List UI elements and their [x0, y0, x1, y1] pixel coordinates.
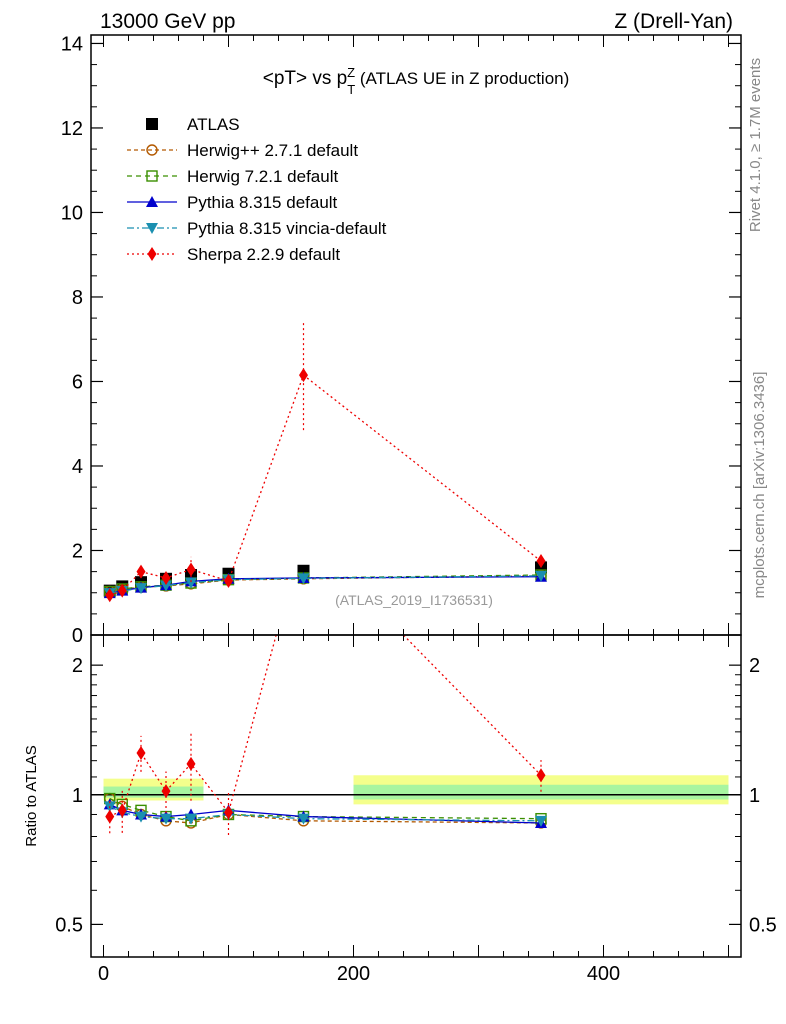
data-point: [136, 564, 146, 579]
legend-item: Sherpa 2.2.9 default: [127, 245, 340, 264]
ratio-data-point: [185, 813, 197, 825]
data-point: [117, 583, 127, 598]
legend-marker: [146, 170, 158, 182]
legend-marker: [147, 247, 157, 261]
x-tick-label: 200: [337, 963, 370, 985]
data-point: [105, 588, 115, 603]
legend-item: Pythia 8.315 default: [127, 193, 338, 212]
legend-label: Sherpa 2.2.9 default: [187, 245, 340, 264]
data-point: [161, 570, 171, 585]
ratio-series-line: [109, 635, 542, 818]
data-point: [135, 583, 147, 595]
legend-label: Pythia 8.315 default: [187, 193, 338, 212]
ratio-uncertainty-band-inner: [103, 786, 204, 798]
main-y-tick-label: 0: [72, 625, 83, 647]
data-point: [297, 573, 310, 585]
main-y-tick-label: 8: [72, 287, 83, 309]
mcplots-label: mcplots.cern.ch [arXiv:1306.3436]: [751, 372, 768, 599]
ratio-series-line: [109, 803, 542, 824]
ratio-series-sherpa-2-2-9-default: [105, 526, 546, 835]
legend-item: Herwig++ 2.7.1 default: [127, 141, 358, 160]
legend-item: ATLAS: [146, 115, 240, 134]
series-line: [109, 374, 542, 596]
legend-label: Herwig++ 2.7.1 default: [187, 141, 358, 160]
ratio-data-point: [105, 809, 115, 824]
series-sherpa-2-2-9-default: [105, 320, 546, 603]
ratio-frame: [90, 634, 742, 958]
series-line: [109, 575, 542, 594]
legend-marker: [146, 118, 158, 130]
ratio-data-point: [536, 768, 546, 783]
ratio-data-point: [297, 813, 310, 825]
legend-label: Herwig 7.2.1 default: [187, 167, 338, 186]
ratio-y-tick-label: 2: [72, 655, 83, 677]
ratio-y-tick-label-right: 0.5: [749, 914, 777, 936]
ratio-data-point: [117, 803, 127, 818]
process-label: Z (Drell-Yan): [614, 10, 733, 33]
main-y-tick-label: 12: [61, 118, 83, 140]
data-point: [160, 580, 172, 592]
ratio-data-point: [535, 815, 547, 827]
ratio-y-tick-label-right: 1: [749, 785, 760, 807]
rivet-version-label: Rivet 4.1.0, ≥ 1.7M events: [747, 58, 764, 232]
ratio-series-line: [109, 805, 542, 822]
ratio-series-line: [109, 798, 542, 824]
legend-label: Pythia 8.315 vincia-default: [187, 219, 387, 238]
x-tick-label: 400: [587, 963, 620, 985]
ratio-data-point: [160, 813, 172, 825]
main-y-tick-label: 2: [72, 540, 83, 562]
ratio-data-point: [224, 805, 233, 820]
ratio-data-point: [136, 746, 146, 761]
data-point: [224, 573, 233, 588]
data-point: [186, 562, 196, 577]
ratio-uncertainty-band-inner: [353, 784, 729, 800]
data-point: [535, 570, 547, 582]
x-tick-label: 0: [98, 963, 109, 985]
legend-item: Pythia 8.315 vincia-default: [127, 219, 387, 238]
ratio-data-point: [299, 526, 308, 540]
ratio-data-point: [186, 756, 196, 771]
ratio-panel: 0.5 0.5 1 1 2 2 0 200 400 Ratio to ATLAS: [23, 526, 777, 985]
legend-marker: [146, 144, 158, 156]
legend-item: Herwig 7.2.1 default: [127, 167, 338, 186]
ratio-data-point: [161, 784, 171, 799]
data-point: [536, 554, 546, 569]
legend-marker: [146, 196, 158, 207]
legend-marker: [146, 223, 158, 234]
main-y-tick-label: 10: [61, 202, 83, 224]
ratio-data-point: [135, 811, 147, 823]
main-panel: 0 2 4 6 8 10 12 14 <pT> vs pTZ (ATLAS UE in Z p…: [61, 33, 742, 647]
main-y-tick-label: 4: [72, 456, 83, 478]
analysis-tag: (ATLAS_2019_I1736531): [335, 592, 493, 608]
main-y-tick-label: 6: [72, 371, 83, 393]
ratio-y-axis-label: Ratio to ATLAS: [23, 745, 40, 846]
ratio-y-tick-label: 1: [72, 785, 83, 807]
ratio-y-tick-label: 0.5: [55, 914, 83, 936]
main-y-tick-label: 14: [61, 33, 83, 55]
data-point: [185, 577, 197, 589]
legend-label: ATLAS: [187, 115, 240, 134]
data-point: [299, 368, 308, 383]
ratio-y-tick-label-right: 2: [749, 655, 760, 677]
legend: ATLAS Herwig++ 2.7.1 default Herwig 7.2.1 …: [127, 115, 387, 264]
plot-title: <pT> vs pTZ (ATLAS UE in Z production): [263, 65, 570, 97]
energy-label: 13000 GeV pp: [100, 10, 235, 33]
